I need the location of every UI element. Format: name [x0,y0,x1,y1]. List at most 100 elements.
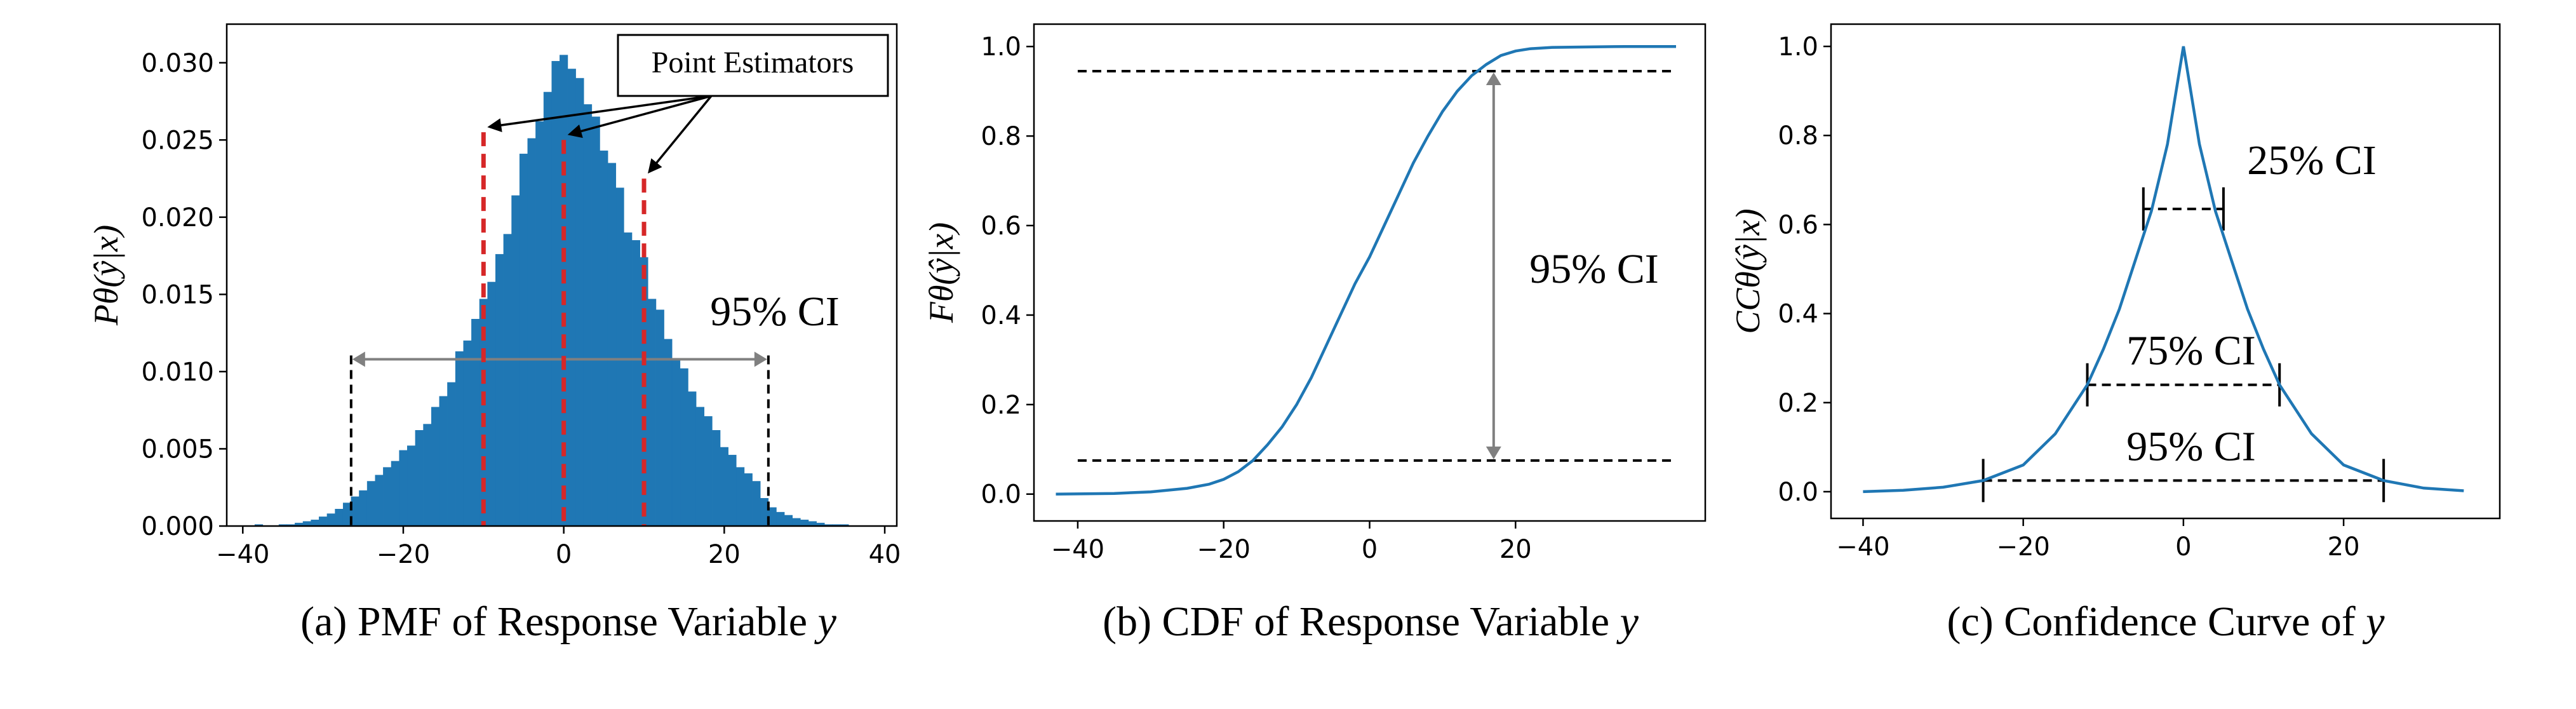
cdf-axes-frame [1033,23,1707,522]
pmf-ytick-label: 0.010 [141,358,214,387]
pmf-bar [704,416,713,527]
pmf-bar [615,187,624,527]
pmf-bar [391,461,399,527]
pmf-bar [447,382,456,527]
cdf-ci-arrowhead [1486,446,1501,459]
pmf-ylabel: Pθ(ŷ|x) [87,225,125,326]
pmf-bar [664,339,673,527]
pmf-bar [527,138,536,527]
panel-c-confidence-curve: 25% CI 75% CI 95% CI −40 −20 0 20 0.0 0.2 0.4 0.6… [1729,23,2501,645]
cdf-xtick-label: 0 [1362,535,1378,564]
pmf-bar [487,281,496,527]
pmf-bar [631,240,640,527]
pmf-axes-frame [225,23,898,527]
cdf-ytick-label: 0.0 [981,480,1021,510]
pmf-ytick-label: 0.000 [141,512,214,541]
cdf-xtick-label: 20 [1499,535,1532,564]
cdf-ticks: −40 −20 0 20 0.0 0.2 0.4 0.6 0.8 1.0 [981,32,1531,564]
pmf-ytick-label: 0.005 [141,435,214,464]
cc-ytick-label: 0.8 [1778,121,1818,151]
pmf-ytick-label: 0.030 [141,49,214,78]
pmf-bar [600,151,608,527]
cc-xtick-label: 0 [2175,532,2191,562]
pmf-bar [624,232,633,527]
pmf-xtick-label: −40 [216,540,269,569]
cc-caption: (c) Confidence Curve of y [1947,598,2385,645]
cc-xtick-label: −20 [1996,532,2049,562]
point-estimator-arrow [498,95,712,127]
pmf-caption: (a) PMF of Response Variable y [300,598,837,645]
panel-b-cdf: 95% CI −40 −20 0 20 0.0 0.2 0.4 0.6 0.8 1.0 Fθ(ŷ|… [922,23,1707,645]
cc-interval-label: 25% CI [2247,137,2376,184]
pmf-ci-arrowhead [754,351,767,367]
pmf-bar [519,153,528,527]
pmf-ytick-label: 0.015 [141,280,214,309]
cc-interval-label: 95% CI [2126,423,2255,469]
cdf-ci-arrowhead [1486,72,1501,85]
pmf-ci-label: 95% CI [710,288,839,335]
cc-xtick-label: −40 [1836,532,1889,562]
pmf-bar [752,481,761,527]
pmf-bar [415,430,424,527]
pmf-bar [784,515,793,527]
pmf-bar [792,518,801,527]
pmf-bar [463,341,472,527]
pmf-bar [591,116,600,527]
pmf-ci-arrowhead [352,351,365,367]
pmf-ticks: −40 −20 0 20 40 0.000 0.005 0.010 0.015 0.020 0.02… [141,49,901,569]
pmf-bar [744,473,753,527]
pmf-bar [511,195,520,527]
pmf-bar [495,253,504,527]
pmf-bar [712,430,721,527]
pmf-bar [366,481,375,527]
cc-line [1863,46,2464,494]
pmf-bar [407,445,416,527]
pmf-bars [254,55,849,527]
pmf-bar [607,163,617,527]
cdf-ytick-label: 0.2 [981,391,1021,420]
cc-ytick-label: 0.4 [1778,300,1818,329]
cc-ytick-label: 1.0 [1778,32,1818,62]
cdf-caption: (b) CDF of Response Variable y [1103,598,1639,645]
pmf-bar [311,520,319,527]
pmf-bar [319,517,328,527]
point-estimator-arrow [578,95,712,133]
pmf-bar [423,424,432,527]
cdf-confidence-interval [1077,69,1677,462]
pmf-bar [431,407,440,527]
pmf-ytick-label: 0.020 [141,203,214,233]
pmf-bar [695,407,705,527]
cdf-ytick-label: 0.6 [981,212,1021,241]
cc-ytick-label: 0.0 [1778,478,1818,507]
pmf-bar [736,467,745,527]
point-estimator-arrowhead [648,158,662,174]
pmf-xtick-label: 20 [708,540,741,569]
point-estimator-arrowhead [487,118,502,133]
pmf-bar [551,61,560,527]
pmf-xtick-label: 0 [556,540,572,569]
pmf-bar [326,513,335,527]
cdf-ylabel: Fθ(ŷ|x) [922,222,960,323]
pmf-bar [375,475,384,527]
cc-ytick-label: 0.6 [1778,210,1818,240]
cdf-line [1056,44,1676,496]
pmf-bar [671,359,681,527]
cdf-ci-label: 95% CI [1529,246,1658,292]
cdf-xtick-label: −20 [1197,535,1251,564]
cdf-ytick-label: 0.8 [981,122,1021,151]
pmf-confidence-interval [349,351,770,526]
point-estimators-label: Point Estimators [652,46,854,79]
pmf-bar [655,309,664,527]
cdf-xtick-label: −40 [1051,535,1104,564]
pmf-ytick-label: 0.025 [141,126,214,155]
pmf-bar [728,454,737,527]
pmf-bar [567,69,576,527]
pmf-bar [720,447,728,527]
point-estimators-box: Point Estimators [617,34,889,97]
pmf-bar [800,520,809,527]
pmf-bar [648,299,657,527]
pmf-bar [335,509,344,527]
cc-ticks: −40 −20 0 20 0.0 0.2 0.4 0.6 0.8 1.0 [1778,32,2359,562]
pmf-bar [680,368,688,527]
pmf-bar [359,490,368,527]
